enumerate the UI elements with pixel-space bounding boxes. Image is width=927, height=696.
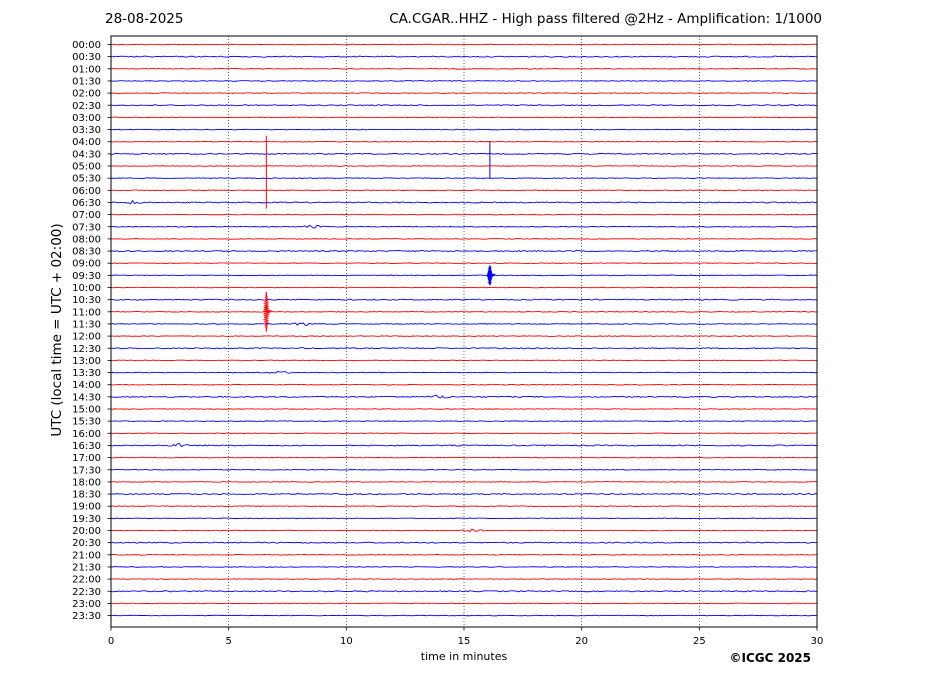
y-tick-label: 22:00 <box>72 575 101 586</box>
trace-row-0930 <box>110 274 818 277</box>
trace-row-1900 <box>110 505 817 508</box>
x-axis-label: time in minutes <box>420 650 508 663</box>
trace-row-1700 <box>110 456 818 459</box>
x-tick-label: 25 <box>693 636 706 647</box>
y-tick-label: 21:30 <box>72 562 101 573</box>
y-tick-label: 22:30 <box>72 587 101 598</box>
y-tick-label: 09:30 <box>72 271 101 282</box>
event-waveform-1 <box>262 291 270 332</box>
grid-layer <box>228 36 700 627</box>
trace-row-2030 <box>110 541 818 544</box>
y-tick-label: 14:00 <box>72 380 101 391</box>
x-tick-label: 20 <box>575 636 588 647</box>
trace-row-1530 <box>110 420 818 422</box>
trace-row-0730 <box>110 224 818 229</box>
x-tick-label: 0 <box>108 636 114 647</box>
y-tick-label: 15:00 <box>72 405 101 416</box>
y-tick-label: 04:30 <box>72 149 101 160</box>
trace-row-2100 <box>110 553 818 556</box>
trace-row-0100 <box>110 67 818 70</box>
y-tick-label: 02:00 <box>72 89 101 100</box>
y-tick-label: 12:30 <box>72 344 101 355</box>
copyright-label: ©ICGC 2025 <box>729 651 811 665</box>
x-tick-label: 10 <box>340 636 353 647</box>
y-tick-label: 23:30 <box>72 611 101 622</box>
trace-row-1830 <box>110 493 818 496</box>
y-tick-label: 11:00 <box>72 307 101 318</box>
trace-row-0000 <box>110 43 818 46</box>
trace-row-1600 <box>110 432 818 435</box>
y-tick-label: 20:00 <box>72 526 101 537</box>
y-tick-label: 00:00 <box>72 40 101 51</box>
y-tick-label: 14:30 <box>72 392 101 403</box>
y-tick-label: 00:30 <box>72 52 101 63</box>
y-tick-label: 08:30 <box>72 247 101 258</box>
y-tick-label: 10:00 <box>72 283 101 294</box>
trace-row-0800 <box>110 238 818 240</box>
y-tick-label: 08:00 <box>72 234 101 245</box>
y-tick-label: 02:30 <box>72 101 101 112</box>
plot-frame <box>110 35 818 628</box>
y-tick-label: 13:00 <box>72 356 101 367</box>
event-coda-2 <box>489 273 496 278</box>
y-tick-label: 18:00 <box>72 477 101 488</box>
y-tick-label: 01:30 <box>72 76 101 87</box>
y-tick-label: 13:30 <box>72 368 101 379</box>
y-tick-label: 07:30 <box>72 222 101 233</box>
x-ticks-layer: 0 5 10 15 20 25 30 <box>108 627 824 647</box>
trace-row-0700 <box>110 213 818 216</box>
y-tick-label: 17:30 <box>72 465 101 476</box>
trace-row-1800 <box>110 481 818 483</box>
y-tick-label: 11:30 <box>72 319 101 330</box>
y-tick-label: 19:00 <box>72 502 101 513</box>
trace-row-0630 <box>110 199 818 205</box>
trace-row-0830 <box>110 250 818 253</box>
y-tick-label: 18:30 <box>72 490 101 501</box>
chart-title: CA.CGAR..HHZ - High pass filtered @2Hz -… <box>389 11 822 27</box>
y-tick-label: 06:30 <box>72 198 101 209</box>
y-tick-label: 16:00 <box>72 429 101 440</box>
y-tick-label: 15:30 <box>72 417 101 428</box>
trace-row-2000 <box>110 528 818 533</box>
y-tick-label: 23:00 <box>72 599 101 610</box>
y-tick-label: 07:00 <box>72 210 101 221</box>
y-tick-label: 20:30 <box>72 538 101 549</box>
trace-row-1930 <box>110 517 818 520</box>
event-waveform-2 <box>486 265 493 286</box>
event-coda-1 <box>265 309 272 314</box>
trace-row-1730 <box>110 468 818 471</box>
date-label: 28-08-2025 <box>105 11 184 27</box>
y-tick-label: 09:00 <box>72 259 101 270</box>
trace-row-1000 <box>110 286 818 289</box>
x-tick-label: 30 <box>811 636 824 647</box>
y-tick-label: 12:00 <box>72 332 101 343</box>
y-tick-label: 21:00 <box>72 550 101 561</box>
y-tick-label: 03:30 <box>72 125 101 136</box>
x-tick-label: 15 <box>458 636 471 647</box>
trace-row-0600 <box>110 189 818 192</box>
y-tick-label: 19:30 <box>72 514 101 525</box>
y-tick-label: 01:00 <box>72 64 101 75</box>
y-tick-label: 03:00 <box>72 113 101 124</box>
y-tick-label: 17:00 <box>72 453 101 464</box>
y-tick-label: 10:30 <box>72 295 101 306</box>
x-tick-label: 5 <box>225 636 231 647</box>
y-tick-label: 05:00 <box>72 162 101 173</box>
trace-row-0900 <box>110 262 818 265</box>
y-tick-label: 05:30 <box>72 174 101 185</box>
y-tick-label: 16:30 <box>72 441 101 452</box>
y-tick-label: 06:00 <box>72 186 101 197</box>
y-tick-label: 04:00 <box>72 137 101 148</box>
